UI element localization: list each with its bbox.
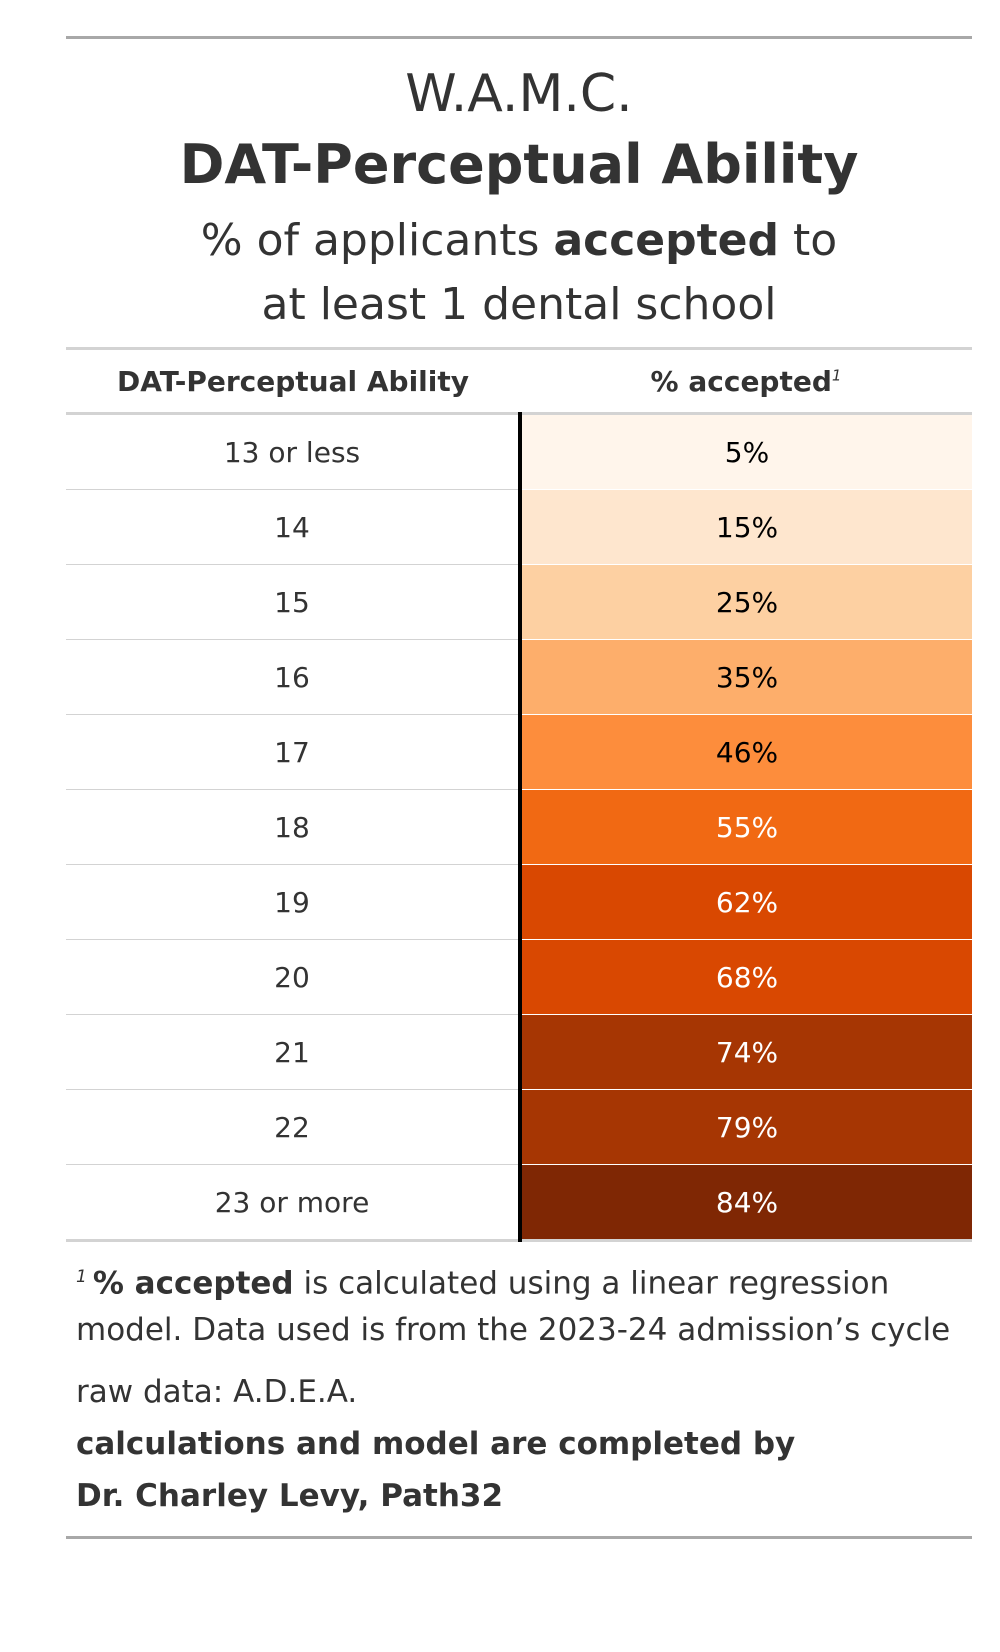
footnote-bold: % accepted <box>92 1265 294 1302</box>
accepted-cell: 84% <box>520 1164 972 1242</box>
table-row: 17 46% <box>66 714 972 790</box>
score-cell: 21 <box>66 1014 522 1090</box>
data-table: DAT-Perceptual Ability % accepted1 13 or… <box>66 350 972 1242</box>
score-cell: 20 <box>66 939 522 1015</box>
score-cell: 15 <box>66 564 522 640</box>
accepted-cell: 74% <box>520 1014 972 1090</box>
subtitle-pre: % of applicants <box>200 215 554 266</box>
table-row: 23 or more 84% <box>66 1164 972 1242</box>
footnote: 1% accepted is calculated using a linear… <box>66 1242 972 1354</box>
score-cell: 13 or less <box>66 413 522 490</box>
subtitle: % of applicants accepted to at least 1 d… <box>66 209 972 337</box>
table-body: 13 or less 5% 14 15% 15 25% 16 35% 17 46% 18 55% 19 6… <box>66 413 972 1242</box>
table-card: W.A.M.C. DAT-Perceptual Ability % of app… <box>66 36 972 1540</box>
score-cell: 23 or more <box>66 1164 522 1242</box>
score-cell: 16 <box>66 639 522 715</box>
table-row: 19 62% <box>66 864 972 940</box>
source-line-2: calculations and model are completed by <box>76 1426 796 1463</box>
score-cell: 19 <box>66 864 522 940</box>
accepted-cell: 35% <box>520 639 972 715</box>
footnote-text: is calculated using a linear regression … <box>76 1265 951 1349</box>
source-line-3: Dr. Charley Levy, Path32 <box>76 1478 504 1515</box>
subtitle-post: to <box>779 215 838 266</box>
footnote-marker: 1 <box>831 366 842 385</box>
source-note: raw data: A.D.E.A. calculations and mode… <box>66 1354 972 1522</box>
header-top-rule <box>66 347 972 350</box>
title-line-2: DAT-Perceptual Ability <box>179 133 859 196</box>
score-cell: 17 <box>66 714 522 790</box>
table-row: 13 or less 5% <box>66 413 972 490</box>
table-row: 20 68% <box>66 939 972 1015</box>
accepted-cell: 62% <box>520 864 972 940</box>
accepted-cell: 46% <box>520 714 972 790</box>
accepted-cell: 15% <box>520 489 972 565</box>
top-rule <box>66 36 972 39</box>
accepted-cell: 68% <box>520 939 972 1015</box>
bottom-rule <box>66 1536 972 1540</box>
accepted-cell: 5% <box>520 413 972 490</box>
accepted-cell: 79% <box>520 1089 972 1165</box>
table-row: 21 74% <box>66 1014 972 1090</box>
score-cell: 18 <box>66 789 522 865</box>
subtitle-line-2: at least 1 dental school <box>261 279 777 330</box>
footnote-mark: 1 <box>76 1267 87 1287</box>
score-cell: 22 <box>66 1089 522 1165</box>
title-line-1: W.A.M.C. <box>405 64 633 124</box>
table-row: 22 79% <box>66 1089 972 1165</box>
accepted-cell: 55% <box>520 789 972 865</box>
column-header-accepted: % accepted1 <box>520 350 972 415</box>
subtitle-bold: accepted <box>553 215 780 266</box>
table-row: 15 25% <box>66 564 972 640</box>
table-row: 18 55% <box>66 789 972 865</box>
header-row: DAT-Perceptual Ability % accepted1 <box>66 350 972 415</box>
accepted-cell: 25% <box>520 564 972 640</box>
source-line-1: raw data: A.D.E.A. <box>76 1374 358 1411</box>
column-header-score: DAT-Perceptual Ability <box>66 350 520 415</box>
column-header-accepted-label: % accepted <box>650 364 832 398</box>
score-cell: 14 <box>66 489 522 565</box>
table-row: 14 15% <box>66 489 972 565</box>
title-block: W.A.M.C. DAT-Perceptual Ability % of app… <box>66 39 972 337</box>
table-row: 16 35% <box>66 639 972 715</box>
